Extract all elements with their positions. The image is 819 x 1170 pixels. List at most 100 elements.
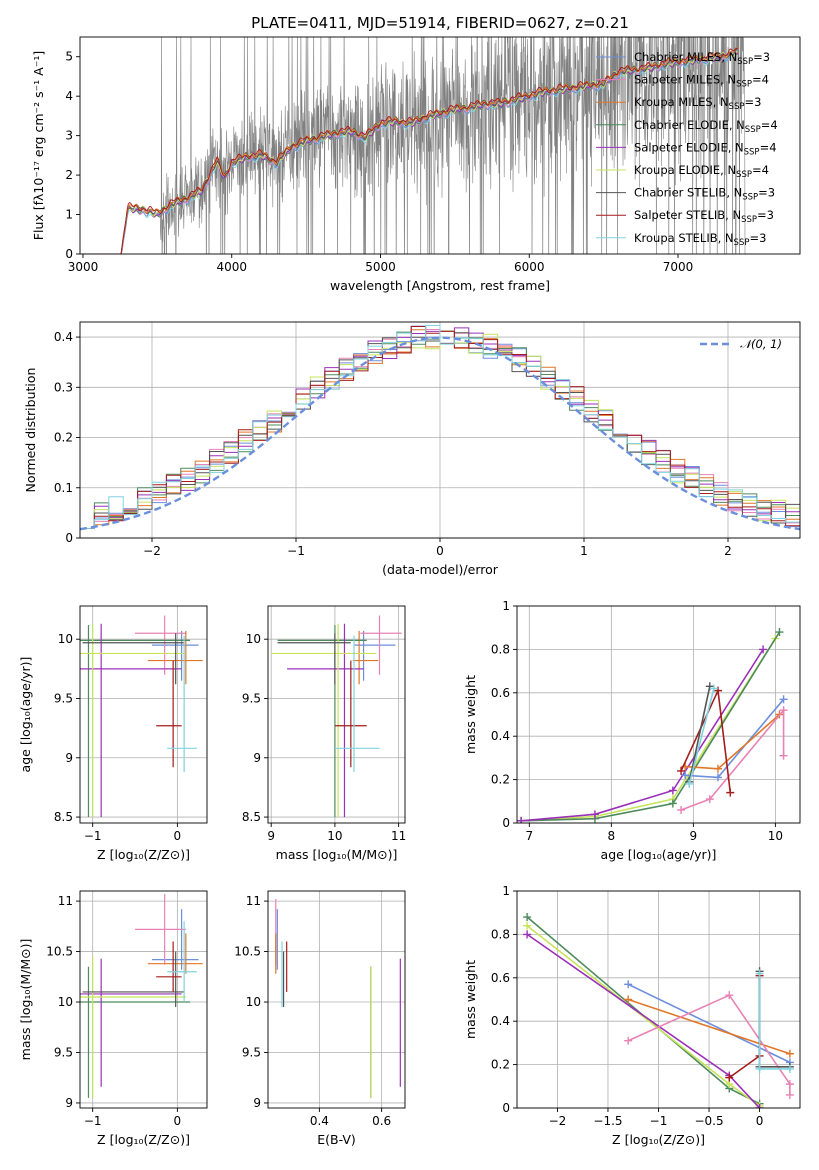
y-axis-label: age [log₁₀(age/yr)] — [18, 657, 33, 773]
legend-subscript: SSP — [736, 170, 752, 180]
mass-weight-marker — [590, 810, 599, 819]
age-vs-mass-panel: 9 10 11 8.5 9 9.5 10 mass [log₁₀(M/M⊙)] — [242, 605, 406, 862]
y-tick-label: 0.8 — [491, 927, 510, 941]
y-tick-label: 9 — [253, 1096, 261, 1110]
mass-weight-marker — [709, 684, 718, 693]
residuals-histogram-panel: −2 −1 0 1 2 0 0.1 0.2 0.3 0.4 (data-model)/error No… — [23, 321, 801, 577]
legend-entry: Salpeter MILES, NSSP=4 — [634, 73, 769, 90]
error-bar-point — [80, 624, 191, 818]
y-tick-label: 0.2 — [491, 773, 510, 787]
residuals-legend: 𝒩(0, 1) — [700, 337, 782, 351]
legend-subscript: SSP — [742, 193, 758, 203]
x-tick-label: 9 — [690, 829, 698, 843]
legend-label: Salpeter ELODIE, N — [634, 140, 744, 154]
mass-weight-marker — [677, 766, 686, 775]
y-tick-label: 0 — [65, 531, 73, 545]
legend-entry: Kroupa ELODIE, NSSP=4 — [634, 163, 769, 180]
legend-entry: Chabrier STELIB, NSSP=3 — [634, 186, 775, 203]
y-tick-label: 9.5 — [242, 691, 261, 705]
mass-weight-marker — [713, 764, 722, 773]
y-tick-label: 0.4 — [54, 330, 73, 344]
legend-suffix: =3 — [758, 186, 775, 200]
x-tick-label: 11 — [391, 829, 406, 843]
mass-weight-marker — [755, 1104, 764, 1108]
x-tick-label: −1 — [84, 829, 102, 843]
y-axis-label: Normed distribution — [23, 368, 38, 493]
y-tick-label: 10 — [58, 995, 73, 1009]
gridlines — [80, 322, 800, 539]
mass-weight-marker — [705, 795, 714, 804]
mass-vs-ebv-panel: 0.4 0.6 9 9.5 10 10.5 11 E(B-V) — [234, 890, 406, 1147]
error-bar-point — [287, 623, 364, 818]
mass-weight-marker — [759, 645, 768, 654]
mass-weight-marker — [705, 682, 714, 691]
error-bar-point — [80, 966, 191, 1098]
plot-area — [80, 325, 800, 531]
y-tick-label: 0.8 — [491, 642, 510, 656]
age-vs-metallicity-panel: −1 0 8.5 9 9.5 10 Z [log₁₀(Z/Z⊙)] age [log₁₀(ag… — [18, 605, 208, 862]
legend-entry: Salpeter ELODIE, NSSP=4 — [634, 140, 777, 157]
gridlines — [268, 891, 405, 1108]
y-axis-label: mass [log₁₀(M/M⊙)] — [18, 939, 33, 1061]
mass-weight-series-line — [521, 648, 764, 822]
y-tick-label: 11 — [246, 894, 261, 908]
y-tick-label: 2 — [65, 168, 73, 182]
legend-subscript: SSP — [729, 102, 745, 112]
y-tick-label: 10 — [58, 632, 73, 646]
y-tick-label: 10.5 — [46, 945, 73, 959]
legend-label: Salpeter STELIB, N — [634, 208, 741, 222]
y-tick-label: 1 — [65, 208, 73, 222]
mass-weight-series-line — [688, 688, 715, 785]
mass-weight-marker — [517, 816, 526, 823]
y-tick-label: 0 — [502, 816, 510, 830]
y-tick-label: 8.5 — [54, 810, 73, 824]
mass-weight-marker — [785, 1080, 794, 1089]
mass-weight-vs-metallicity-panel: −2 −1.5 −1 −0.5 0 0 0.2 0.4 0.6 0.8 1 Z [log₁₀(Z/Z⊙… — [463, 884, 801, 1147]
legend-suffix: =3 — [749, 231, 766, 245]
y-tick-label: 8.5 — [242, 810, 261, 824]
plot-area — [80, 615, 203, 818]
y-tick-label: 0.6 — [491, 971, 510, 985]
x-tick-label: 0 — [756, 1114, 764, 1128]
mass-weight-marker — [779, 695, 788, 704]
y-tick-label: 0.3 — [54, 380, 73, 394]
x-tick-label: 3000 — [68, 260, 99, 274]
y-tick-label: 0.4 — [491, 1014, 510, 1028]
mass-weight-marker — [681, 771, 690, 780]
plot-area — [83, 37, 753, 254]
mass-weight-marker — [775, 628, 784, 637]
plot-area — [80, 894, 203, 1098]
y-tick-label: 0.4 — [491, 729, 510, 743]
y-tick-label: 0 — [65, 247, 73, 261]
legend-label: 𝒩(0, 1) — [740, 337, 782, 351]
legend-subscript: SSP — [734, 238, 750, 248]
error-bar-point — [277, 633, 351, 685]
y-tick-label: 10 — [246, 632, 261, 646]
residual-histogram-step — [80, 325, 800, 529]
legend-label: Kroupa MILES, N — [634, 95, 729, 109]
mass-weight-series-line — [688, 686, 711, 782]
gridlines — [80, 606, 207, 823]
legend-suffix: =4 — [760, 140, 777, 154]
y-tick-label: 10 — [246, 995, 261, 1009]
mass-weight-marker — [785, 1064, 794, 1073]
error-bar-point — [80, 958, 182, 1087]
x-tick-label: 0 — [436, 544, 444, 558]
mass-weight-marker — [624, 995, 633, 1004]
y-tick-label: 5 — [65, 50, 73, 64]
mass-weight-series-line — [526, 916, 760, 1105]
x-tick-label: −1.5 — [593, 1114, 622, 1128]
x-tick-label: 8 — [608, 829, 616, 843]
x-tick-label: −2 — [549, 1114, 567, 1128]
legend-subscript: SSP — [736, 80, 752, 90]
x-tick-label: −1 — [287, 544, 305, 558]
error-bar-point — [334, 660, 367, 768]
y-tick-label: 9 — [65, 1096, 73, 1110]
error-bar-point — [80, 623, 182, 818]
y-tick-label: 11 — [58, 894, 73, 908]
x-tick-label: 0 — [174, 829, 182, 843]
x-tick-label: −2 — [143, 544, 161, 558]
y-tick-label: 9.5 — [242, 1045, 261, 1059]
